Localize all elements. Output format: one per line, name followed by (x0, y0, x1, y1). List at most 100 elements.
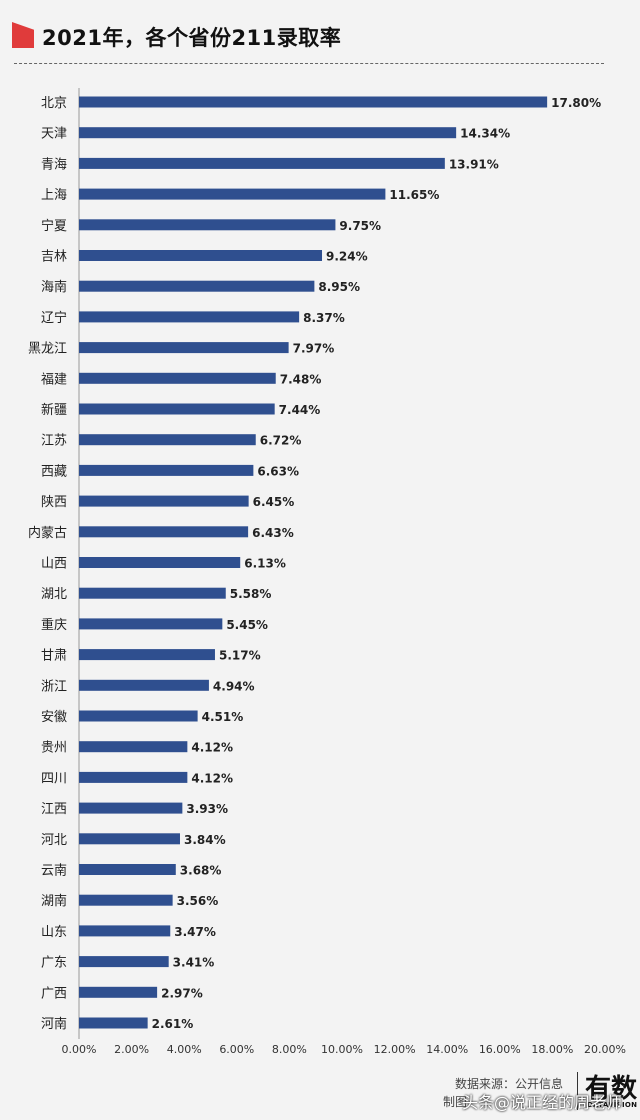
category-label: 安徽 (41, 710, 67, 725)
category-label: 湖北 (41, 587, 67, 602)
data-label: 2.61% (152, 1017, 194, 1031)
category-label: 天津 (41, 127, 67, 142)
data-label: 7.44% (279, 403, 321, 417)
category-label: 湖南 (41, 893, 67, 909)
category-label: 河南 (41, 1016, 67, 1032)
data-label: 5.17% (219, 649, 261, 663)
brand-subtitle: DATAVISION (587, 1101, 638, 1109)
bar (79, 894, 173, 906)
data-source: 数据来源：公开信息 (455, 1077, 564, 1091)
data-label: 3.41% (173, 956, 215, 970)
category-label: 海南 (41, 279, 67, 295)
bar (79, 250, 323, 261)
bar (79, 495, 249, 507)
bar (79, 157, 445, 169)
category-label: 辽宁 (41, 310, 67, 326)
data-label: 6.13% (244, 557, 286, 571)
x-tick-label: 4.00% (167, 1043, 202, 1056)
data-label: 8.37% (303, 311, 345, 325)
category-label: 甘肃 (41, 649, 67, 664)
data-label: 9.75% (339, 219, 381, 233)
x-tick-label: 2.00% (114, 1043, 149, 1056)
bar (79, 986, 158, 998)
category-label: 新疆 (41, 402, 67, 418)
header-divider (14, 63, 604, 64)
category-label: 贵州 (41, 741, 67, 756)
data-label: 4.12% (191, 771, 233, 785)
data-label: 2.97% (161, 986, 203, 1000)
bar (79, 557, 241, 568)
category-label: 山东 (41, 925, 67, 940)
x-tick-label: 16.00% (479, 1043, 521, 1056)
category-label: 西藏 (41, 464, 67, 479)
data-label: 7.97% (293, 342, 335, 356)
brand-divider (577, 1072, 578, 1110)
category-label: 福建 (41, 372, 67, 387)
brand-logo: 有数 (585, 1074, 638, 1104)
category-label: 河北 (41, 833, 67, 848)
bar (79, 925, 171, 937)
category-label: 重庆 (41, 617, 67, 633)
category-label: 陕西 (41, 495, 67, 510)
bar (79, 403, 275, 415)
category-label: 北京 (41, 96, 67, 111)
x-tick-label: 20.00% (584, 1043, 626, 1056)
category-label: 浙江 (41, 679, 67, 694)
category-label: 江西 (41, 802, 67, 817)
category-label: 宁夏 (41, 218, 67, 234)
bar (79, 526, 249, 538)
bar (79, 833, 180, 845)
data-label: 3.47% (174, 925, 216, 939)
bar (79, 372, 276, 384)
x-tick-label: 14.00% (426, 1043, 468, 1056)
bar (79, 96, 548, 108)
data-label: 8.95% (318, 280, 360, 294)
data-label: 11.65% (389, 188, 439, 202)
x-tick-label: 12.00% (374, 1043, 416, 1056)
data-label: 9.24% (326, 250, 368, 264)
data-label: 6.45% (253, 495, 295, 509)
category-label: 上海 (41, 188, 67, 203)
chart-maker: 制图 (443, 1095, 468, 1109)
x-tick-label: 8.00% (272, 1043, 307, 1056)
x-tick-label: 18.00% (531, 1043, 573, 1056)
bar (79, 864, 176, 875)
bar (79, 1017, 148, 1029)
category-label: 内蒙古 (28, 525, 67, 541)
bar (79, 679, 209, 691)
data-label: 14.34% (460, 127, 510, 141)
data-label: 5.45% (226, 618, 268, 632)
bar (79, 956, 169, 968)
data-label: 6.43% (252, 526, 294, 540)
category-label: 黑龙江 (28, 342, 67, 357)
watermark: 头条@说正经的周老师 (462, 1093, 623, 1112)
data-label: 3.84% (184, 833, 226, 847)
bar (79, 342, 289, 354)
data-label: 17.80% (551, 96, 601, 110)
bar (79, 771, 188, 783)
category-label: 青海 (41, 157, 67, 172)
category-label: 山西 (41, 557, 67, 572)
bar (79, 127, 457, 139)
data-label: 6.63% (257, 464, 299, 478)
data-label: 13.91% (449, 157, 499, 171)
bar (79, 741, 188, 753)
data-label: 4.51% (202, 710, 244, 724)
data-label: 3.93% (186, 802, 228, 816)
bar (79, 802, 183, 814)
data-label: 6.72% (260, 434, 302, 448)
bar (79, 710, 198, 722)
x-tick-label: 6.00% (219, 1043, 254, 1056)
category-label: 广东 (41, 956, 67, 971)
category-label: 云南 (41, 863, 67, 879)
data-label: 7.48% (280, 372, 322, 386)
bar (79, 587, 226, 599)
header: 2021年，各个省份211录取率 (0, 0, 640, 70)
bar (79, 280, 315, 292)
category-label: 江苏 (41, 433, 67, 449)
bar (79, 618, 223, 630)
x-tick-label: 0.00% (62, 1043, 97, 1056)
data-label: 3.68% (180, 864, 222, 878)
bar (79, 219, 336, 231)
data-label: 3.56% (177, 894, 219, 908)
